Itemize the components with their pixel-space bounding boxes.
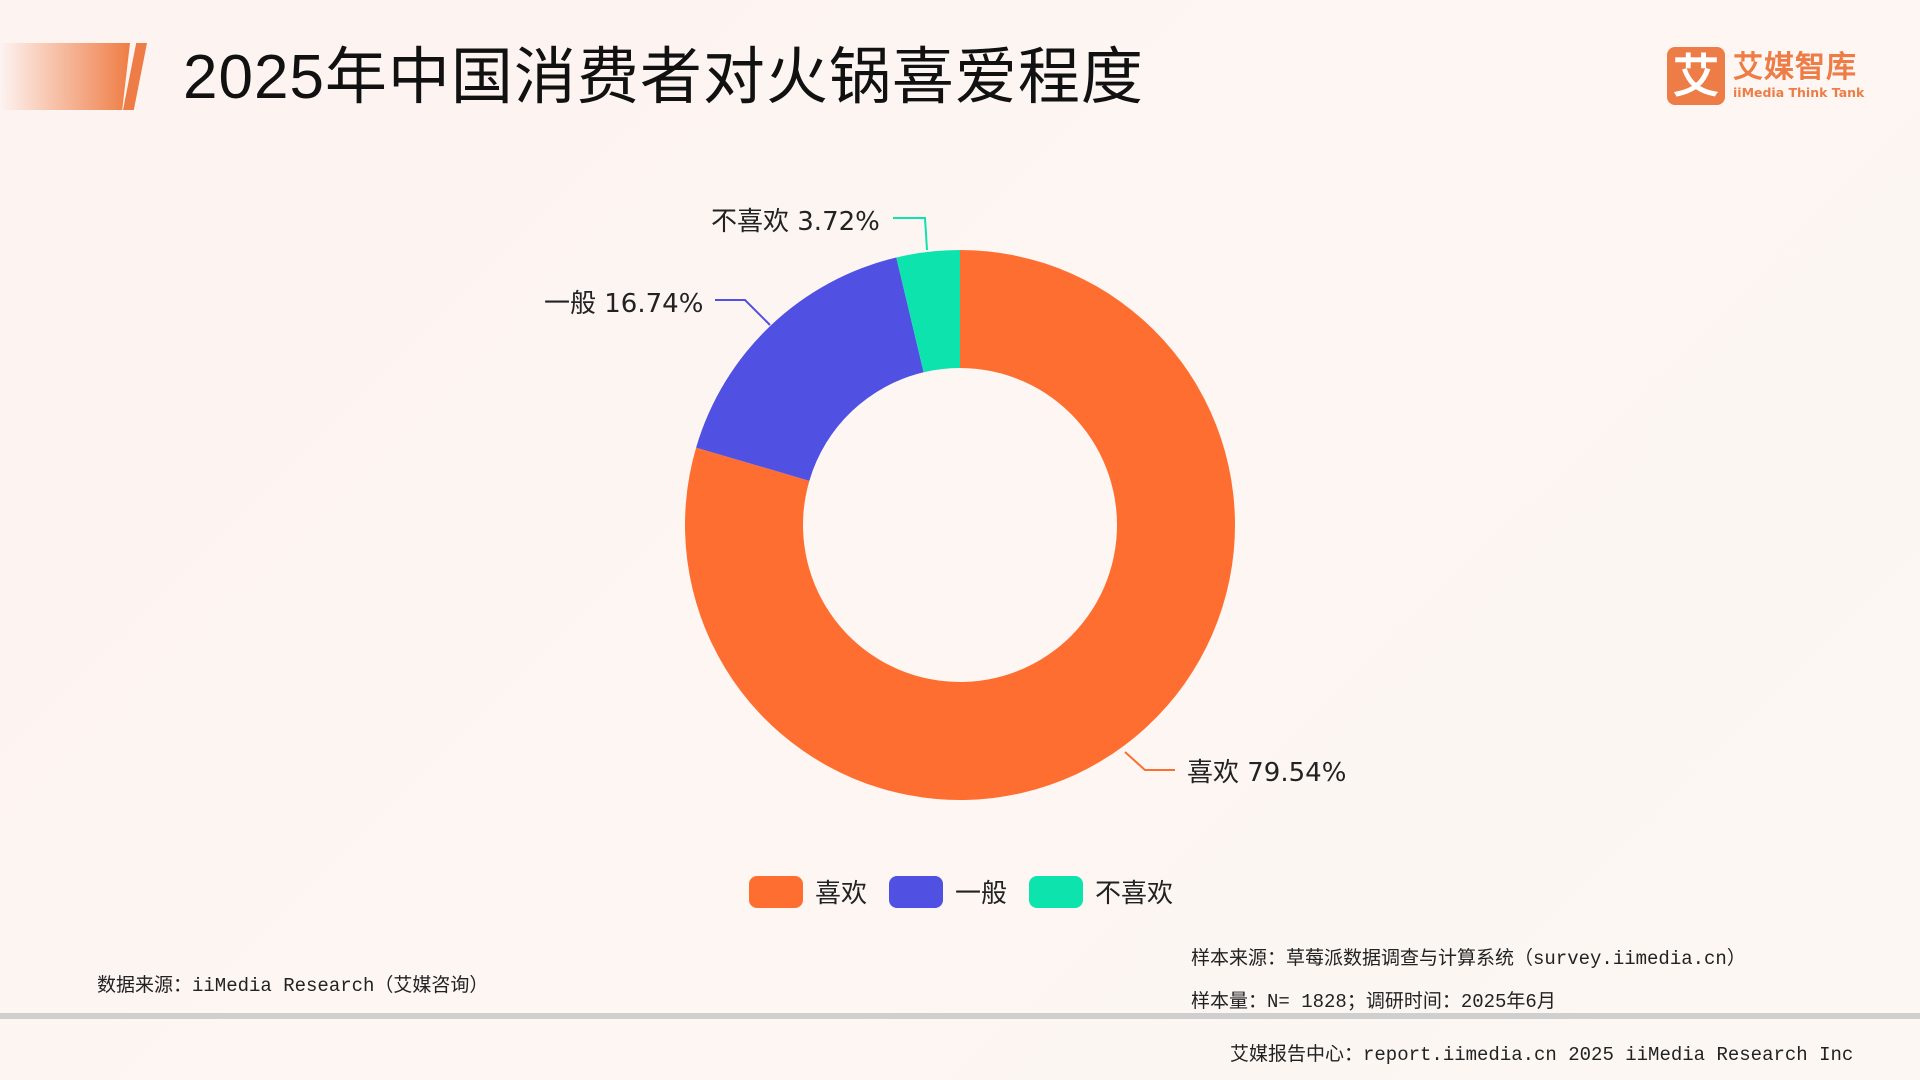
legend-label-neutral: 一般 bbox=[955, 879, 1008, 909]
leader-line-dislike bbox=[893, 217, 928, 251]
logo-mark-icon: 艾 bbox=[1667, 47, 1725, 105]
leader-line-neutral bbox=[715, 299, 771, 326]
legend-swatch-dislike bbox=[1029, 875, 1084, 908]
slice-dislike[interactable] bbox=[896, 250, 960, 373]
data-source: 数据来源：iiMedia Research（艾媒咨询） bbox=[97, 975, 489, 997]
logo-cn-text: 艾媒智库 bbox=[1733, 50, 1857, 85]
legend-swatch-like bbox=[749, 875, 803, 908]
slice-neutral[interactable] bbox=[696, 257, 924, 481]
footer-divider bbox=[0, 1013, 1920, 1019]
legend-label-like: 喜欢 bbox=[815, 879, 868, 909]
logo-en-text: iiMedia Think Tank bbox=[1733, 85, 1865, 100]
data-label-like: 喜欢 79.54% bbox=[1187, 758, 1347, 788]
page-title: 2025年中国消费者对火锅喜爱程度 bbox=[183, 43, 1144, 112]
donut-slices bbox=[684, 250, 1235, 800]
sample-size: 样本量：N= 1828；调研时间：2025年6月 bbox=[1191, 991, 1556, 1013]
title-accent-bar bbox=[0, 43, 130, 110]
legend-swatch-neutral bbox=[889, 875, 944, 908]
legend-item-neutral[interactable]: 一般 bbox=[889, 873, 1007, 910]
leader-line-like bbox=[1124, 751, 1175, 771]
sample-source: 样本来源：草莓派数据调查与计算系统（survey.iimedia.cn） bbox=[1191, 948, 1746, 970]
data-label-dislike: 不喜欢 3.72% bbox=[711, 207, 880, 237]
data-label-neutral: 一般 16.74% bbox=[544, 289, 704, 319]
iimedia-logo: 艾 艾媒智库 iiMedia Think Tank bbox=[1667, 47, 1864, 105]
chart-legend: 喜欢 一般 不喜欢 bbox=[749, 873, 1195, 910]
report-center: 艾媒报告中心：report.iimedia.cn 2025 iiMedia Re… bbox=[1230, 1044, 1854, 1066]
legend-item-dislike[interactable]: 不喜欢 bbox=[1029, 873, 1173, 910]
legend-label-dislike: 不喜欢 bbox=[1095, 879, 1174, 909]
legend-item-like[interactable]: 喜欢 bbox=[749, 873, 867, 910]
slice-like[interactable] bbox=[684, 250, 1235, 800]
